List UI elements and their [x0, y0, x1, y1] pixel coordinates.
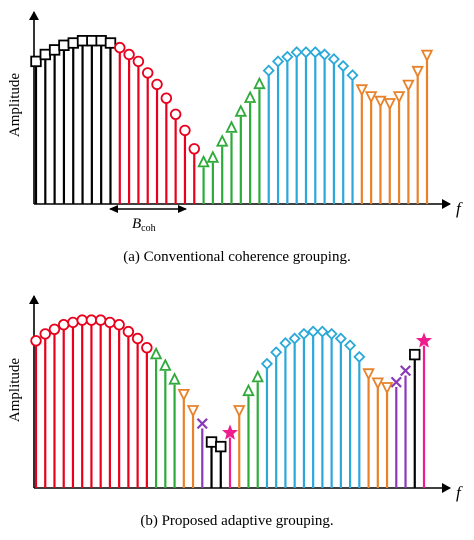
circle-marker — [142, 67, 154, 79]
diamond-marker — [288, 332, 301, 345]
star-marker — [415, 332, 433, 348]
diamond-marker — [279, 337, 292, 350]
circle-marker — [141, 342, 153, 354]
cross-marker — [399, 365, 412, 377]
panel-b-y-label: Amplitude — [7, 358, 23, 423]
star-marker — [221, 424, 239, 440]
triangle-down-marker — [355, 84, 369, 97]
triangle-up-marker — [149, 346, 163, 360]
panel-a: Amplitude f Bcoh (a) Conventional cohere… — [7, 11, 463, 265]
panel-b-x-label: f — [456, 483, 463, 502]
square-marker — [86, 35, 98, 47]
circle-marker — [132, 55, 145, 68]
triangle-down-marker — [411, 65, 424, 79]
square-marker — [76, 35, 89, 47]
panel-b: Amplitude f (b) Proposed adaptive groupi… — [7, 295, 463, 529]
square-marker — [39, 48, 52, 61]
square-marker — [205, 436, 218, 448]
circle-marker — [123, 48, 135, 61]
diamond-marker — [270, 346, 283, 359]
square-marker — [67, 37, 79, 49]
circle-marker — [48, 323, 61, 336]
circle-marker — [169, 108, 182, 121]
cross-marker — [196, 418, 208, 430]
diamond-marker — [316, 325, 329, 338]
triangle-down-marker — [364, 91, 378, 104]
square-marker — [30, 55, 42, 68]
diamond-marker — [262, 64, 275, 77]
circle-marker — [85, 314, 98, 326]
diamond-marker — [334, 332, 347, 345]
triangle-up-marker — [225, 120, 238, 133]
diamond-marker — [346, 69, 359, 82]
triangle-down-marker — [232, 405, 246, 418]
triangle-up-marker — [168, 372, 181, 385]
cross-marker — [390, 376, 402, 388]
triangle-down-marker — [383, 98, 397, 111]
circle-marker — [113, 319, 125, 331]
circle-marker — [104, 316, 116, 329]
triangle-down-marker — [380, 382, 394, 395]
circle-marker — [131, 332, 144, 345]
diamond-marker — [307, 325, 320, 338]
diamond-marker — [353, 350, 366, 363]
diamond-marker — [290, 46, 303, 59]
triangle-down-marker — [186, 405, 200, 418]
panel-b-caption: (b) Proposed adaptive grouping. — [140, 513, 333, 529]
diamond-marker — [260, 357, 274, 370]
triangle-up-marker — [234, 104, 248, 117]
diamond-marker — [344, 339, 357, 352]
triangle-down-marker — [392, 91, 406, 104]
diamond-marker — [297, 327, 310, 340]
diamond-marker — [309, 46, 322, 59]
diamond-marker — [325, 327, 338, 340]
panel-b-stems — [30, 314, 433, 488]
circle-marker — [188, 143, 200, 155]
panel-a-y-label: Amplitude — [7, 73, 23, 138]
triangle-up-marker — [243, 90, 257, 103]
triangle-up-marker — [215, 134, 229, 147]
bandwidth-label: Bcoh — [132, 216, 156, 234]
panel-a-x-label: f — [456, 199, 463, 218]
square-marker — [95, 35, 107, 47]
circle-marker — [114, 41, 126, 54]
triangle-down-marker — [402, 79, 415, 93]
circle-marker — [58, 319, 70, 331]
diamond-marker — [318, 48, 331, 61]
diamond-marker — [327, 53, 340, 66]
diamond-marker — [281, 50, 294, 63]
circle-marker — [151, 78, 163, 91]
triangle-up-marker — [197, 154, 210, 168]
triangle-down-marker — [371, 377, 385, 391]
triangle-down-marker — [177, 388, 191, 402]
square-marker — [409, 348, 421, 361]
triangle-up-marker — [242, 383, 255, 397]
circle-marker — [179, 124, 191, 137]
triangle-down-marker — [362, 368, 375, 381]
diamond-marker — [337, 59, 350, 73]
triangle-up-marker — [159, 358, 172, 371]
circle-marker — [160, 92, 173, 104]
circle-marker — [122, 325, 135, 338]
triangle-up-marker — [253, 76, 266, 90]
circle-marker — [39, 328, 51, 340]
square-marker — [215, 440, 227, 453]
panel-a-stems — [30, 35, 434, 204]
circle-marker — [76, 314, 88, 326]
triangle-down-marker — [374, 95, 387, 109]
square-marker — [48, 44, 61, 56]
circle-marker — [67, 316, 79, 329]
square-marker — [58, 39, 70, 52]
diamond-marker — [299, 46, 313, 59]
triangle-down-marker — [420, 49, 434, 63]
square-marker — [104, 37, 117, 49]
circle-marker — [30, 335, 42, 347]
triangle-up-marker — [251, 369, 264, 383]
triangle-up-marker — [206, 150, 220, 163]
panel-a-caption: (a) Conventional coherence grouping. — [123, 249, 350, 265]
circle-marker — [94, 314, 107, 326]
diamond-marker — [271, 55, 285, 68]
